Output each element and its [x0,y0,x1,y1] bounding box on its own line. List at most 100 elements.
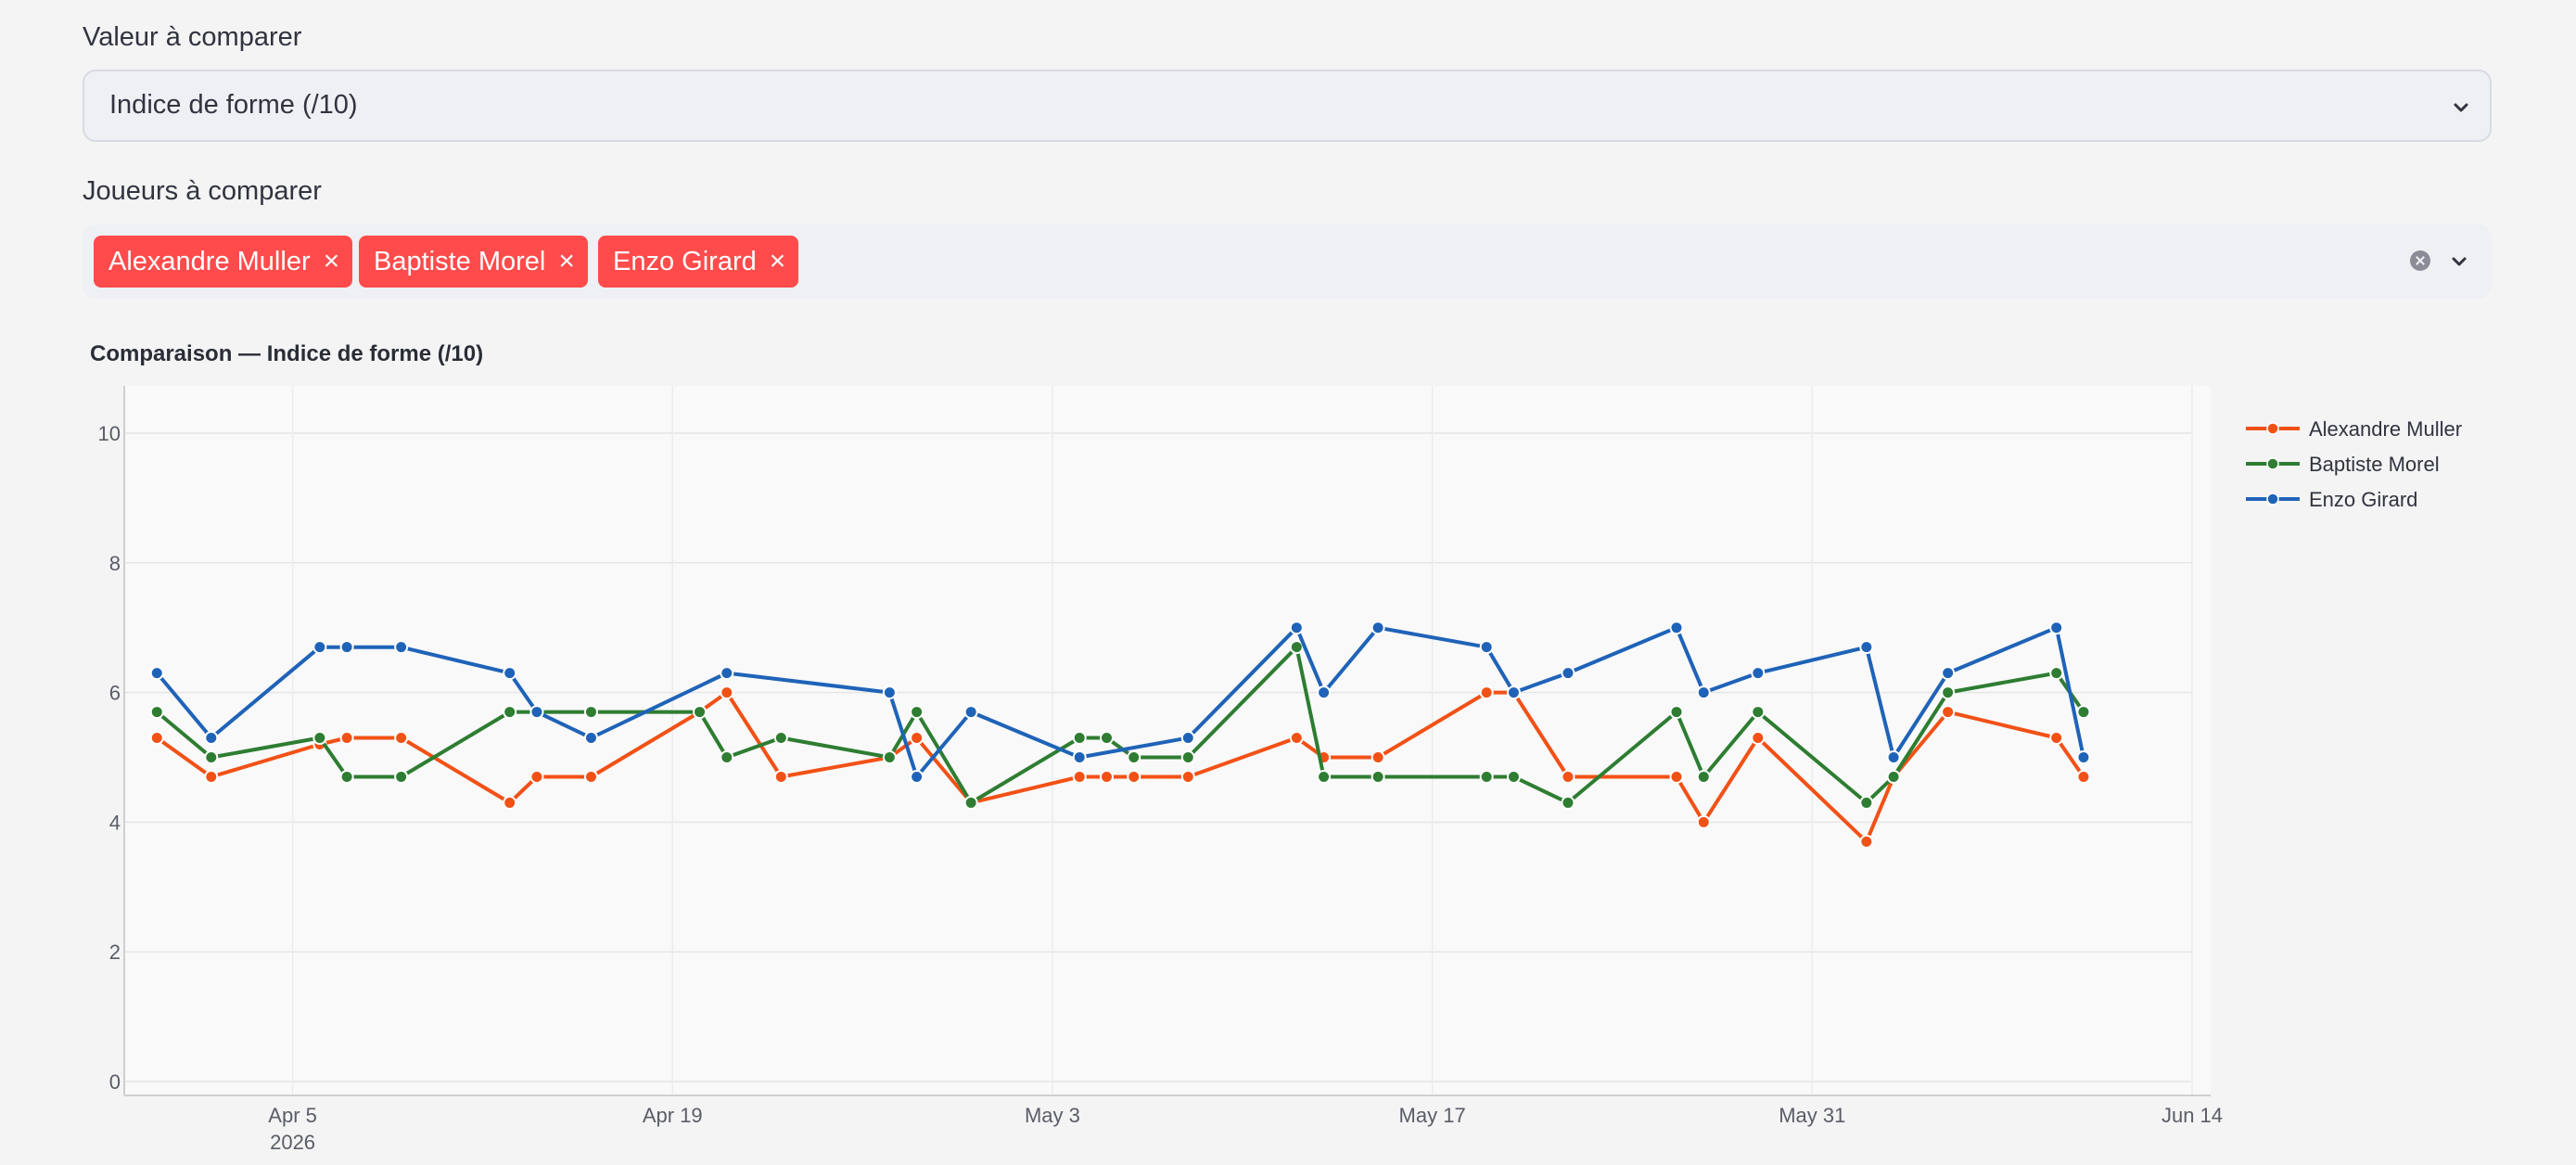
data-point [204,769,219,784]
data-point [529,705,544,720]
x-tick-label: May 17 [1399,1104,1466,1127]
data-point [1371,621,1385,635]
data-point [2076,705,2091,720]
data-point [583,731,598,746]
data-point [1127,750,1141,764]
data-point [339,640,354,655]
data-point [963,795,978,810]
data-point [149,705,164,720]
y-tick-label: 0 [109,1070,121,1094]
data-point [1941,666,1956,681]
remove-tag-icon[interactable]: × [558,246,575,276]
y-tick-label: 6 [109,682,121,705]
data-point [720,750,734,764]
data-point [1099,769,1114,784]
data-point [1751,731,1766,746]
data-point [1289,640,1304,655]
player-tag-label: Alexandre Muller [108,247,311,276]
data-point [1561,666,1575,681]
players-multiselect[interactable]: Alexandre Muller × Baptiste Morel × Enzo G… [83,224,2492,299]
data-point [1669,705,1684,720]
data-point [339,769,354,784]
data-point [312,731,327,746]
data-point [394,731,409,746]
data-point [720,685,734,700]
chevron-down-icon[interactable] [2449,96,2473,120]
series-line [155,625,2085,779]
legend-label: Baptiste Morel [2309,453,2440,476]
data-point [1479,685,1494,700]
legend-marker [2266,422,2279,435]
data-point [1371,750,1385,764]
data-point [2049,731,2064,746]
clear-all-icon[interactable] [2410,250,2430,271]
remove-tag-icon[interactable]: × [769,246,786,276]
data-point [1180,769,1195,784]
data-point [910,705,925,720]
x-tick-label: Apr 19 [643,1104,703,1127]
x-tick-label: Jun 14 [2162,1104,2223,1127]
legend-marker [2266,493,2279,506]
data-point [1506,685,1521,700]
data-point [1317,685,1332,700]
data-point [583,705,598,720]
y-tick-label: 2 [109,941,121,964]
data-point [773,731,788,746]
data-point [1941,705,1956,720]
data-point [773,769,788,784]
value-select-label: Valeur à comparer [83,22,302,52]
data-point [204,750,219,764]
data-point [583,769,598,784]
data-point [693,705,708,720]
data-point [1099,731,1114,746]
data-point [312,640,327,655]
chevron-down-icon[interactable] [2447,250,2471,274]
data-point [720,666,734,681]
data-point [1289,621,1304,635]
data-point [1696,814,1711,829]
value-select-value: Indice de forme (/10) [109,90,358,120]
data-point [1859,795,1874,810]
data-point [910,769,925,784]
data-point [1859,834,1874,849]
data-point [339,731,354,746]
value-select[interactable]: Indice de forme (/10) [83,70,2492,142]
player-tag: Alexandre Muller × [94,236,353,288]
data-point [1289,731,1304,746]
remove-tag-icon[interactable]: × [323,246,340,276]
data-point [910,731,925,746]
data-point [882,685,897,700]
data-point [2049,621,2064,635]
data-point [1180,750,1195,764]
x-tick-label: May 31 [1779,1104,1845,1127]
data-point [2076,750,2091,764]
data-point [1859,640,1874,655]
data-point [1751,705,1766,720]
data-point [1072,731,1087,746]
legend-marker [2266,457,2279,470]
data-point [1561,795,1575,810]
data-point [1696,685,1711,700]
data-point [149,666,164,681]
data-point [2076,769,2091,784]
data-point [2049,666,2064,681]
player-tag-label: Baptiste Morel [374,247,546,276]
y-tick-label: 10 [98,422,121,445]
x-tick-label: Apr 5 [268,1104,317,1127]
data-point [1479,769,1494,784]
data-point [1479,640,1494,655]
x-tick-label: May 3 [1025,1104,1080,1127]
data-point [1072,750,1087,764]
data-point [1669,621,1684,635]
players-multiselect-label: Joueurs à comparer [83,176,322,206]
data-point [1696,769,1711,784]
data-point [1886,750,1901,764]
data-point [1941,685,1956,700]
player-tag: Baptiste Morel × [359,236,588,288]
player-tag-label: Enzo Girard [613,247,757,276]
data-point [204,731,219,746]
data-point [1506,769,1521,784]
data-point [1886,769,1901,784]
data-point [503,795,517,810]
